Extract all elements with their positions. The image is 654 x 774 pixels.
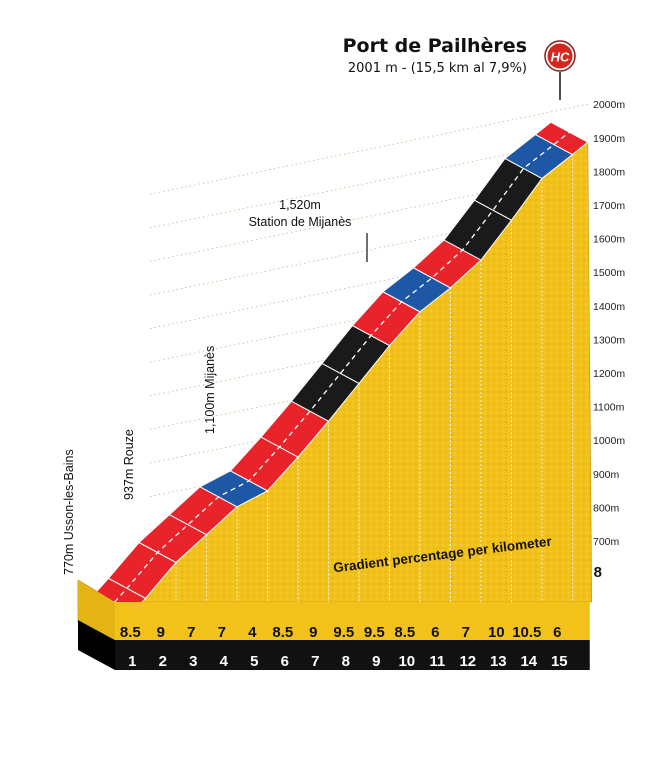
gradient-labels: 8.5 9 7 7 4 8.5 9 9.5 9.5 8.5 6 7 10 10.5 6 8 xyxy=(120,564,602,641)
km-label-12: 12 xyxy=(459,653,476,670)
gradient-label-km-9: 9.5 xyxy=(364,624,385,641)
landmark-rouze: 937m Rouze xyxy=(122,429,136,500)
climb-subtitle: 2001 m - (15,5 km al 7,9%) xyxy=(348,61,527,76)
gradient-label-km-15: 6 xyxy=(553,624,561,641)
altitude-tick-800: 800m xyxy=(593,502,620,514)
km-label-6: 6 xyxy=(281,653,289,670)
hc-badge-label: HC xyxy=(551,50,570,65)
gradient-label-km-7: 9 xyxy=(309,624,317,641)
altitude-tick-1800: 1800m xyxy=(593,166,625,178)
altitude-tick-1500: 1500m xyxy=(593,267,625,279)
km-label-11: 11 xyxy=(429,653,445,670)
km-label-1: 1 xyxy=(128,653,136,670)
km-dividers xyxy=(145,154,573,602)
gradient-label-km-13: 10 xyxy=(488,624,505,641)
km-label-3: 3 xyxy=(189,653,197,670)
gradient-label-km-6: 8.5 xyxy=(272,624,293,641)
km-band-front xyxy=(115,640,590,670)
gradient-label-km-11: 6 xyxy=(431,624,439,641)
km-label-7: 7 xyxy=(311,653,319,670)
altitude-tick-1100: 1100m xyxy=(593,402,625,414)
altitude-tick-labels: 700m 800m 900m 1000m 1100m 1200m 1300m 1400m 150… xyxy=(593,99,625,548)
gradient-label-km-3: 7 xyxy=(187,624,195,641)
landmark-mijanes: 1,100m Mijanès xyxy=(203,346,217,434)
road-centre-line xyxy=(96,131,570,623)
landmark-station-name: Station de Mijanès xyxy=(249,215,352,229)
altitude-tick-1000: 1000m xyxy=(593,435,625,447)
gradient-label-km-14: 10.5 xyxy=(512,624,541,641)
km-band-side xyxy=(78,620,115,670)
gradient-label-km-2: 9 xyxy=(157,624,165,641)
altitude-tick-1300: 1300m xyxy=(593,334,625,346)
km-label-15: 15 xyxy=(551,653,568,670)
gradient-band-side xyxy=(78,580,115,640)
gradient-band-front xyxy=(115,602,590,640)
altitude-tick-2000: 2000m xyxy=(593,99,625,111)
hc-badge: HC xyxy=(544,40,576,100)
gradient-label-km-12: 7 xyxy=(462,624,470,641)
gradient-label-km-1: 8.5 xyxy=(120,624,141,641)
km-label-5: 5 xyxy=(250,653,258,670)
landmark-usson: 770m Usson-les-Bains xyxy=(62,449,76,575)
altitude-tick-1200: 1200m xyxy=(593,368,625,380)
km-base-band xyxy=(78,580,590,670)
altitude-tick-1700: 1700m xyxy=(593,200,625,212)
gradient-label-km-8: 9.5 xyxy=(333,624,354,641)
altitude-tick-900: 900m xyxy=(593,469,620,481)
landmark-station-altitude: 1,520m xyxy=(279,198,321,212)
altitude-tick-1400: 1400m xyxy=(593,301,625,313)
gradient-label-km-10: 8.5 xyxy=(394,624,415,641)
km-label-10: 10 xyxy=(398,653,415,670)
altitude-tick-1600: 1600m xyxy=(593,234,625,246)
km-labels: 1 2 3 4 5 6 7 8 9 10 11 12 13 14 15 xyxy=(128,653,568,670)
landmark-labels: 770m Usson-les-Bains 937m Rouze 1,100m M… xyxy=(62,198,368,575)
km-label-14: 14 xyxy=(520,653,537,670)
km-label-9: 9 xyxy=(372,653,380,670)
gradient-label-km-5: 4 xyxy=(248,624,257,641)
altitude-tick-1900: 1900m xyxy=(593,133,625,145)
km-label-8: 8 xyxy=(342,653,350,670)
km-label-4: 4 xyxy=(220,653,229,670)
km-label-13: 13 xyxy=(490,653,507,670)
gradient-label-km-16: 8 xyxy=(594,564,602,581)
altitude-tick-700: 700m xyxy=(593,536,620,548)
climb-title: Port de Pailhères xyxy=(343,35,527,57)
km-label-2: 2 xyxy=(159,653,167,670)
gradient-label-km-4: 7 xyxy=(218,624,226,641)
